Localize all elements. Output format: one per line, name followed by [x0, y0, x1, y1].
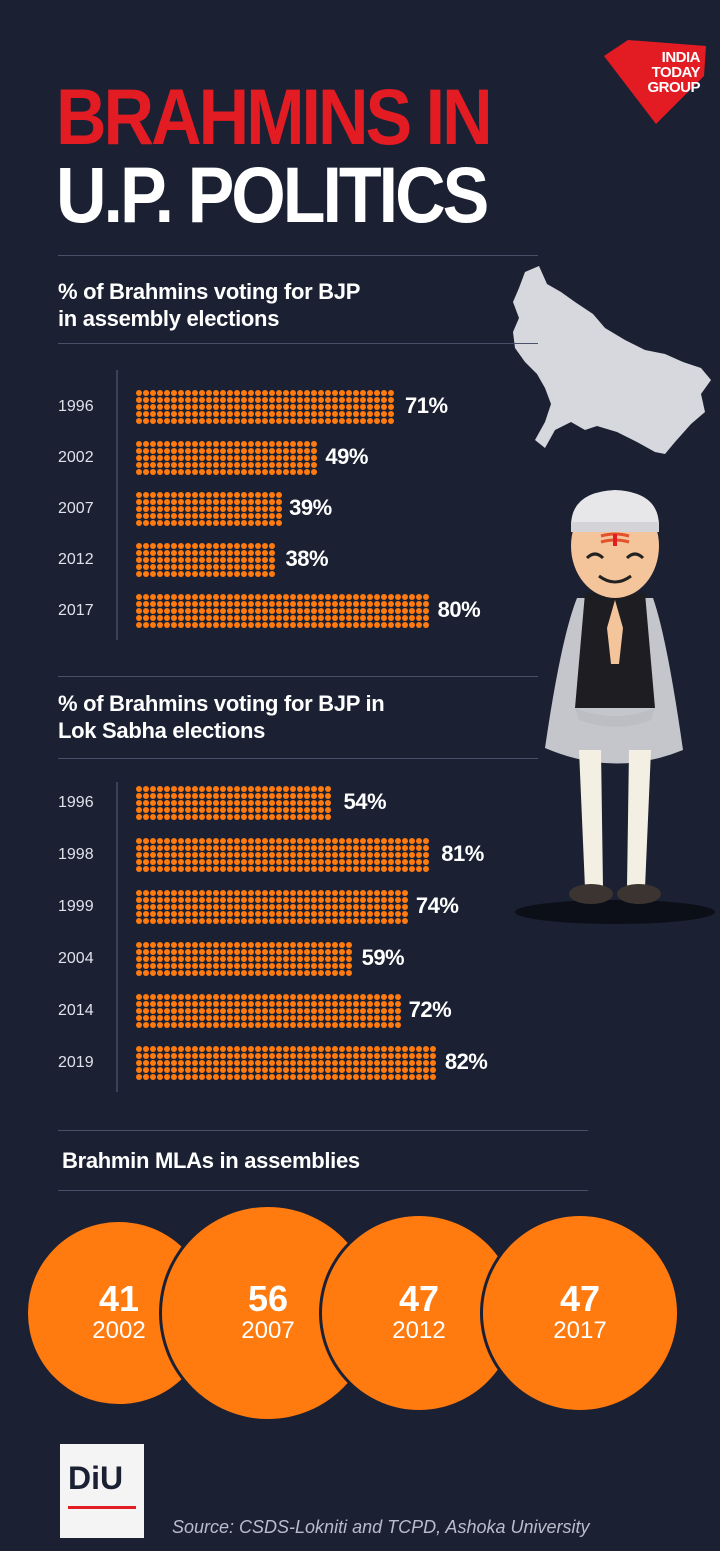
assembly-chart-axis: [116, 370, 118, 640]
value-label: 74%: [415, 893, 459, 918]
source-note: Source: CSDS-Lokniti and TCPD, Ashoka Un…: [172, 1517, 590, 1537]
dot-bar: [136, 594, 429, 628]
dot-bar: [136, 890, 408, 924]
year-label: 2012: [58, 551, 94, 568]
mla-count: 56: [247, 1278, 289, 1319]
value-label: 54%: [343, 789, 387, 814]
title-line-2: U.P. POLITICS: [56, 151, 489, 239]
year-label: 1999: [58, 898, 94, 915]
value-label: 82%: [444, 1049, 488, 1074]
india-today-logo: INDIA TODAY GROUP: [598, 36, 710, 126]
brahmin-character-illustration: [515, 490, 715, 924]
year-label: 2017: [58, 602, 94, 619]
divider: [58, 255, 538, 256]
year-label: 2002: [58, 449, 94, 466]
logo-shape: [604, 40, 706, 124]
logo-line-2: TODAY: [651, 64, 701, 81]
loksabha-title-line-1: % of Brahmins voting for BJP in: [58, 691, 385, 716]
divider: [58, 1130, 588, 1131]
value-label: 59%: [361, 945, 405, 970]
loksabha-title-line-2: Lok Sabha elections: [58, 718, 266, 743]
year-label: 2019: [58, 1054, 94, 1071]
dot-bar: [136, 441, 317, 475]
diu-badge: DiU: [60, 1444, 144, 1538]
year-label: 2014: [58, 1002, 94, 1019]
loksabha-chart-axis: [116, 782, 118, 1092]
assembly-chart-title: % of Brahmins voting for BJP in assembly…: [58, 278, 360, 332]
value-label: 80%: [437, 597, 481, 622]
mla-bubble: 47 2017: [482, 1215, 678, 1411]
mla-count: 47: [398, 1277, 440, 1319]
title-line-1: BRAHMINS IN: [56, 73, 493, 161]
mla-year: 2012: [392, 1316, 446, 1344]
logo-line-3: GROUP: [647, 79, 700, 96]
year-label: 1998: [58, 846, 94, 863]
dot-bar: [136, 543, 275, 577]
logo-line-1: INDIA: [661, 49, 701, 66]
dot-bar: [136, 492, 282, 526]
mla-count: 41: [98, 1277, 140, 1319]
dot-bar: [136, 1046, 436, 1080]
value-label: 81%: [441, 841, 484, 866]
up-map-illustration: [513, 266, 711, 454]
mla-count: 47: [559, 1277, 601, 1319]
loksabha-chart-title: % of Brahmins voting for BJP in Lok Sabh…: [58, 690, 385, 744]
value-label: 38%: [285, 546, 329, 571]
year-label: 1996: [58, 794, 94, 811]
dot-bar: [136, 994, 401, 1028]
dot-bar: [136, 942, 352, 976]
dot-bar: [136, 786, 331, 820]
dot-bar: [136, 390, 394, 424]
diu-badge-text: DiU: [68, 1460, 124, 1496]
mla-year: 2007: [241, 1317, 295, 1344]
divider: [58, 343, 538, 344]
mla-year: 2017: [553, 1316, 607, 1344]
assembly-title-line-1: % of Brahmins voting for BJP: [58, 279, 361, 304]
year-label: 2004: [58, 950, 94, 967]
divider: [58, 1190, 588, 1191]
year-label: 1996: [58, 398, 94, 415]
value-label: 39%: [289, 495, 332, 520]
value-label: 49%: [325, 444, 368, 469]
divider: [58, 758, 538, 759]
divider: [58, 676, 538, 677]
diu-underline: [68, 1506, 136, 1509]
value-label: 71%: [405, 393, 448, 418]
year-label: 2007: [58, 500, 94, 517]
value-label: 72%: [408, 997, 452, 1022]
dot-bar: [136, 838, 429, 872]
assembly-title-line-2: in assembly elections: [58, 306, 280, 331]
mla-year: 2002: [92, 1316, 146, 1344]
mla-chart-title: Brahmin MLAs in assemblies: [62, 1148, 360, 1173]
